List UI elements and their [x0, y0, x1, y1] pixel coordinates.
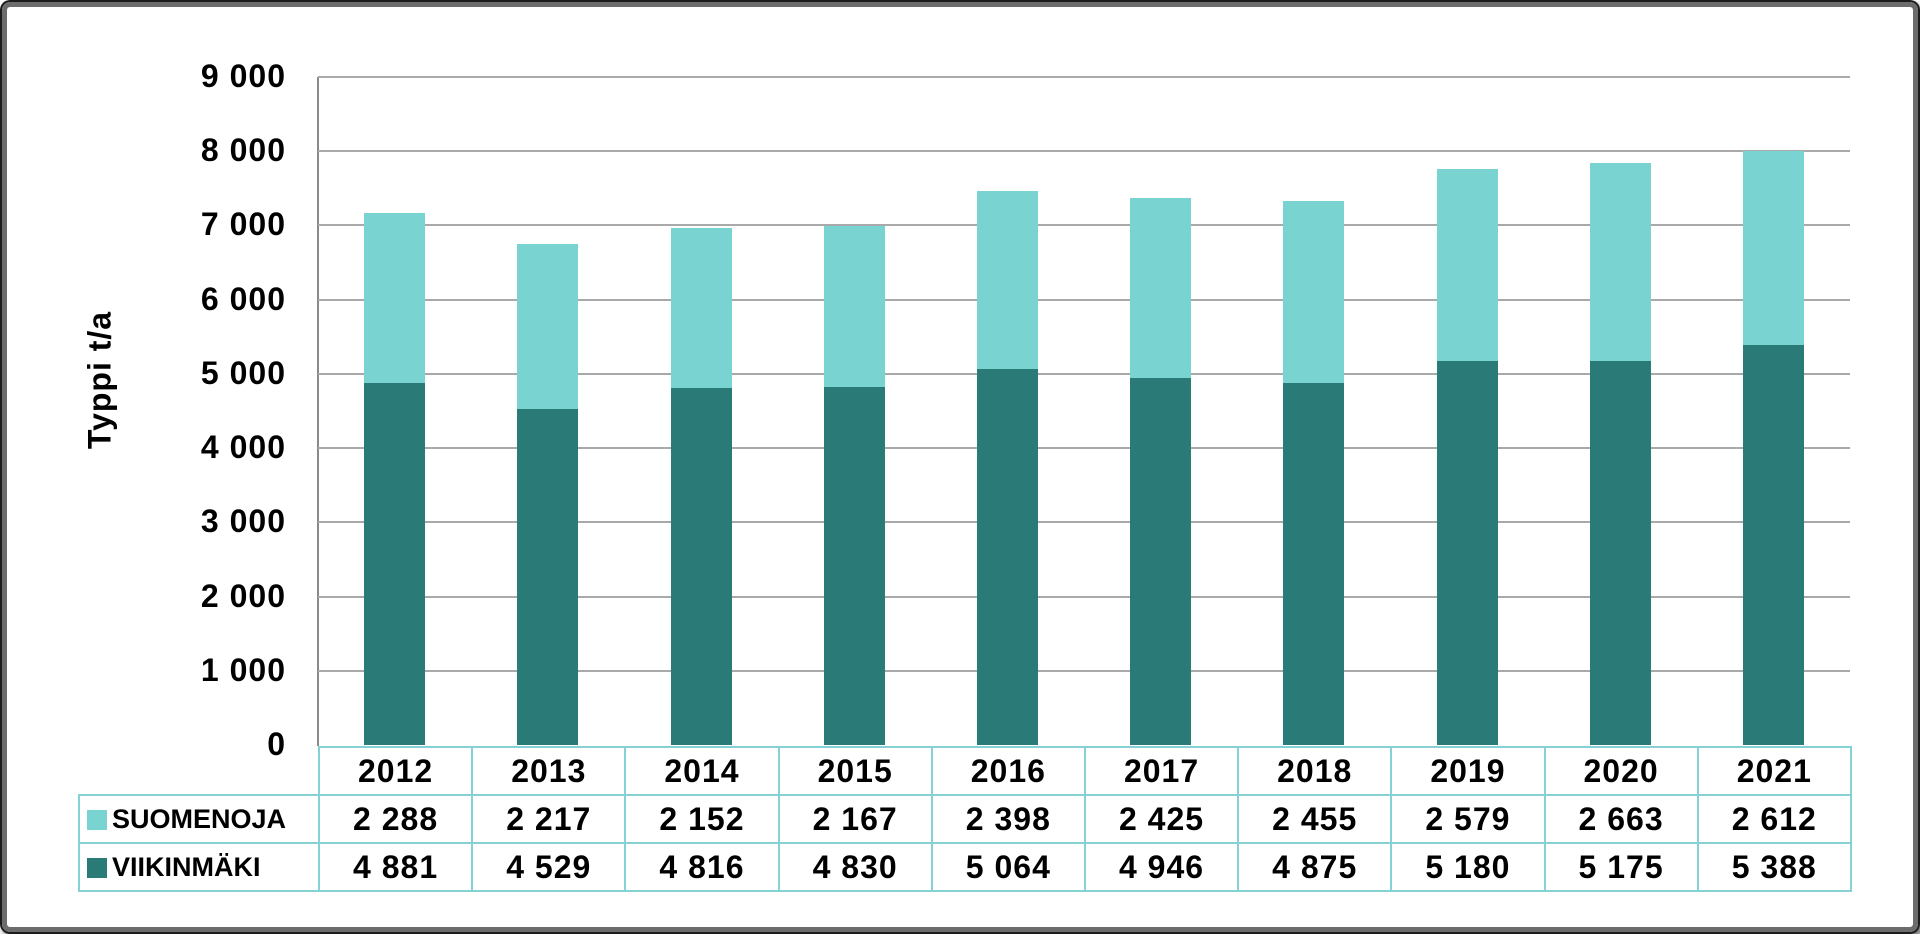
value-cell: 5 064: [930, 842, 1086, 892]
y-tick-label: 2 000: [200, 577, 286, 614]
value-cell: 4 830: [777, 842, 933, 892]
gridline: [318, 670, 1850, 672]
value-cell: 2 579: [1390, 794, 1546, 844]
value-cell: 4 881: [317, 842, 474, 892]
series-label-cell: SUOMENOJA: [78, 794, 320, 844]
bar-group-2018: [1283, 201, 1345, 745]
year-cell: 2019: [1390, 746, 1546, 796]
bar-group-2019: [1436, 169, 1498, 745]
bar-group-2014: [670, 227, 732, 745]
y-axis-line: [317, 77, 319, 746]
gridline: [318, 596, 1850, 598]
value-cell: 4 946: [1083, 842, 1240, 892]
data-table: 2012 2013 2014 2015 2016 2017 2018 2019 2020 2021…: [78, 746, 1852, 892]
year-cell: 2012: [317, 746, 474, 796]
bar-segment-viikinmki-2014: [670, 387, 732, 745]
year-cell: 2021: [1696, 746, 1852, 796]
value-cell: 2 217: [471, 794, 627, 844]
plot-area: [318, 76, 1850, 745]
bar-segment-suomenoja-2020: [1589, 163, 1651, 361]
bar-segment-viikinmki-2019: [1436, 360, 1498, 745]
year-cell: 2017: [1083, 746, 1240, 796]
value-cell: 5 175: [1543, 842, 1699, 892]
bar-segment-viikinmki-2020: [1589, 360, 1651, 745]
bar-segment-viikinmki-2015: [823, 386, 885, 745]
bar-segment-suomenoja-2019: [1436, 169, 1498, 361]
legend-swatch-viikinmki: [87, 857, 107, 878]
value-cell: 4 875: [1237, 842, 1393, 892]
bar-segment-suomenoja-2021: [1742, 151, 1804, 346]
year-cell: 2016: [930, 746, 1086, 796]
value-cell: 4 529: [471, 842, 627, 892]
bar-segment-viikinmki-2018: [1283, 383, 1345, 745]
value-cell: 2 612: [1696, 794, 1852, 844]
bar-segment-suomenoja-2012: [364, 212, 426, 383]
table-blank-cell: [79, 747, 319, 795]
value-cell: 2 288: [317, 794, 474, 844]
value-cell: 5 388: [1696, 842, 1852, 892]
gridline: [318, 76, 1850, 78]
bar-segment-suomenoja-2014: [670, 227, 732, 388]
y-tick-label: 4 000: [200, 428, 286, 465]
bar-segment-suomenoja-2018: [1283, 201, 1345, 384]
bar-group-2017: [1130, 197, 1192, 745]
value-cell: 2 455: [1237, 794, 1393, 844]
year-cell: 2018: [1237, 746, 1393, 796]
gridline: [318, 447, 1850, 449]
value-cell: 2 663: [1543, 794, 1699, 844]
gridline: [318, 150, 1850, 152]
table-row: SUOMENOJA 2 288 2 217 2 152 2 167 2 398 2 425 2…: [78, 794, 1852, 844]
value-cell: 2 167: [777, 794, 933, 844]
value-cell: 2 152: [624, 794, 780, 844]
year-cell: 2014: [624, 746, 780, 796]
bar-segment-suomenoja-2015: [823, 225, 885, 387]
value-cell: 2 398: [930, 794, 1086, 844]
series-label-cell: VIIKINMÄKI: [78, 842, 320, 892]
bar-group-2021: [1742, 151, 1804, 745]
bar-group-2020: [1589, 163, 1651, 745]
y-tick-label: 5 000: [200, 354, 286, 391]
bar-group-2016: [976, 191, 1038, 745]
y-tick-label: 1 000: [200, 651, 286, 688]
bar-group-2015: [823, 225, 885, 745]
bar-segment-viikinmki-2021: [1742, 345, 1804, 745]
bar-segment-suomenoja-2017: [1130, 197, 1192, 378]
y-tick-label: 9 000: [200, 57, 286, 94]
bar-group-2013: [517, 244, 579, 745]
y-tick-label: 6 000: [200, 280, 286, 317]
bar-segment-viikinmki-2016: [976, 369, 1038, 745]
year-cell: 2020: [1543, 746, 1699, 796]
table-row: VIIKINMÄKI 4 881 4 529 4 816 4 830 5 064 4 946…: [78, 842, 1852, 892]
bar-segment-viikinmki-2013: [517, 408, 579, 745]
gridline: [318, 373, 1850, 375]
value-cell: 2 425: [1083, 794, 1240, 844]
bar-group-2012: [364, 212, 426, 745]
y-tick-label: 7 000: [200, 206, 286, 243]
bar-segment-suomenoja-2013: [517, 244, 579, 409]
bar-segment-viikinmki-2012: [364, 382, 426, 745]
legend-swatch-suomenoja: [87, 809, 107, 830]
year-cell: 2013: [471, 746, 627, 796]
year-cell: 2015: [777, 746, 933, 796]
y-tick-label: 0: [267, 725, 286, 762]
gridline: [318, 521, 1850, 523]
y-tick-label: 8 000: [200, 131, 286, 168]
y-tick-label: 3 000: [200, 503, 286, 540]
value-cell: 4 816: [624, 842, 780, 892]
bar-segment-suomenoja-2016: [976, 191, 1038, 370]
value-cell: 5 180: [1390, 842, 1546, 892]
bar-segment-viikinmki-2017: [1130, 377, 1192, 745]
gridline: [318, 299, 1850, 301]
gridline: [318, 224, 1850, 226]
